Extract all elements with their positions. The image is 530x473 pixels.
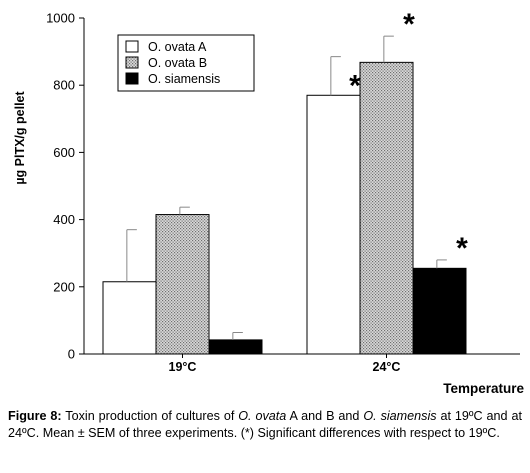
legend-label: O. siamensis (148, 72, 220, 86)
bar-chart: 0 200 400 600 800 1000 µg PlTX/g pellet 19°C 24°… (13, 8, 524, 396)
bar (102, 281, 157, 355)
x-tick-label: 24°C (373, 360, 401, 374)
caption-text: Toxin production of cultures of O. ovata… (8, 409, 522, 440)
y-tick-label: 600 (53, 145, 75, 160)
bar (306, 94, 361, 355)
y-tick-label: 200 (53, 279, 75, 294)
bar (208, 339, 263, 355)
caption-segment: O. siamensis (363, 409, 437, 423)
legend-swatch (125, 56, 139, 69)
y-tick-label: 0 (68, 347, 75, 362)
y-tick-label: 1000 (46, 11, 75, 26)
caption-segment: at 19ºC and at 24ºC. Mean ± SEM of three… (8, 409, 522, 440)
bar (412, 267, 467, 355)
legend: O. ovata A O. ovata B O. siamensis (117, 34, 255, 92)
figure-caption: Figure 8: Toxin production of cultures o… (8, 408, 522, 441)
caption-segment: O. ovata (238, 409, 287, 423)
bar (155, 214, 210, 355)
significance-marker: * (403, 8, 415, 41)
x-axis-label: Temperature (443, 381, 524, 396)
legend-swatch (125, 40, 139, 53)
x-tick-label: 19°C (169, 360, 197, 374)
significance-marker: * (456, 232, 468, 265)
y-tick-label: 400 (53, 212, 75, 227)
bar (359, 61, 414, 355)
y-tick-label: 800 (53, 78, 75, 93)
significance-marker: * (349, 69, 361, 102)
y-axis-label: µg PlTX/g pellet (13, 91, 27, 185)
caption-segment: Toxin production of cultures of (61, 409, 239, 423)
legend-box (117, 34, 255, 92)
figure-label: Figure 8: (8, 409, 62, 423)
legend-swatch (125, 72, 139, 85)
plot-area: 0 200 400 600 800 1000 µg PlTX/g pellet 19°C 24°… (13, 8, 524, 396)
legend-label: O. ovata B (148, 56, 207, 70)
caption-segment: A and B and (286, 409, 364, 423)
legend-label: O. ovata A (148, 40, 207, 54)
